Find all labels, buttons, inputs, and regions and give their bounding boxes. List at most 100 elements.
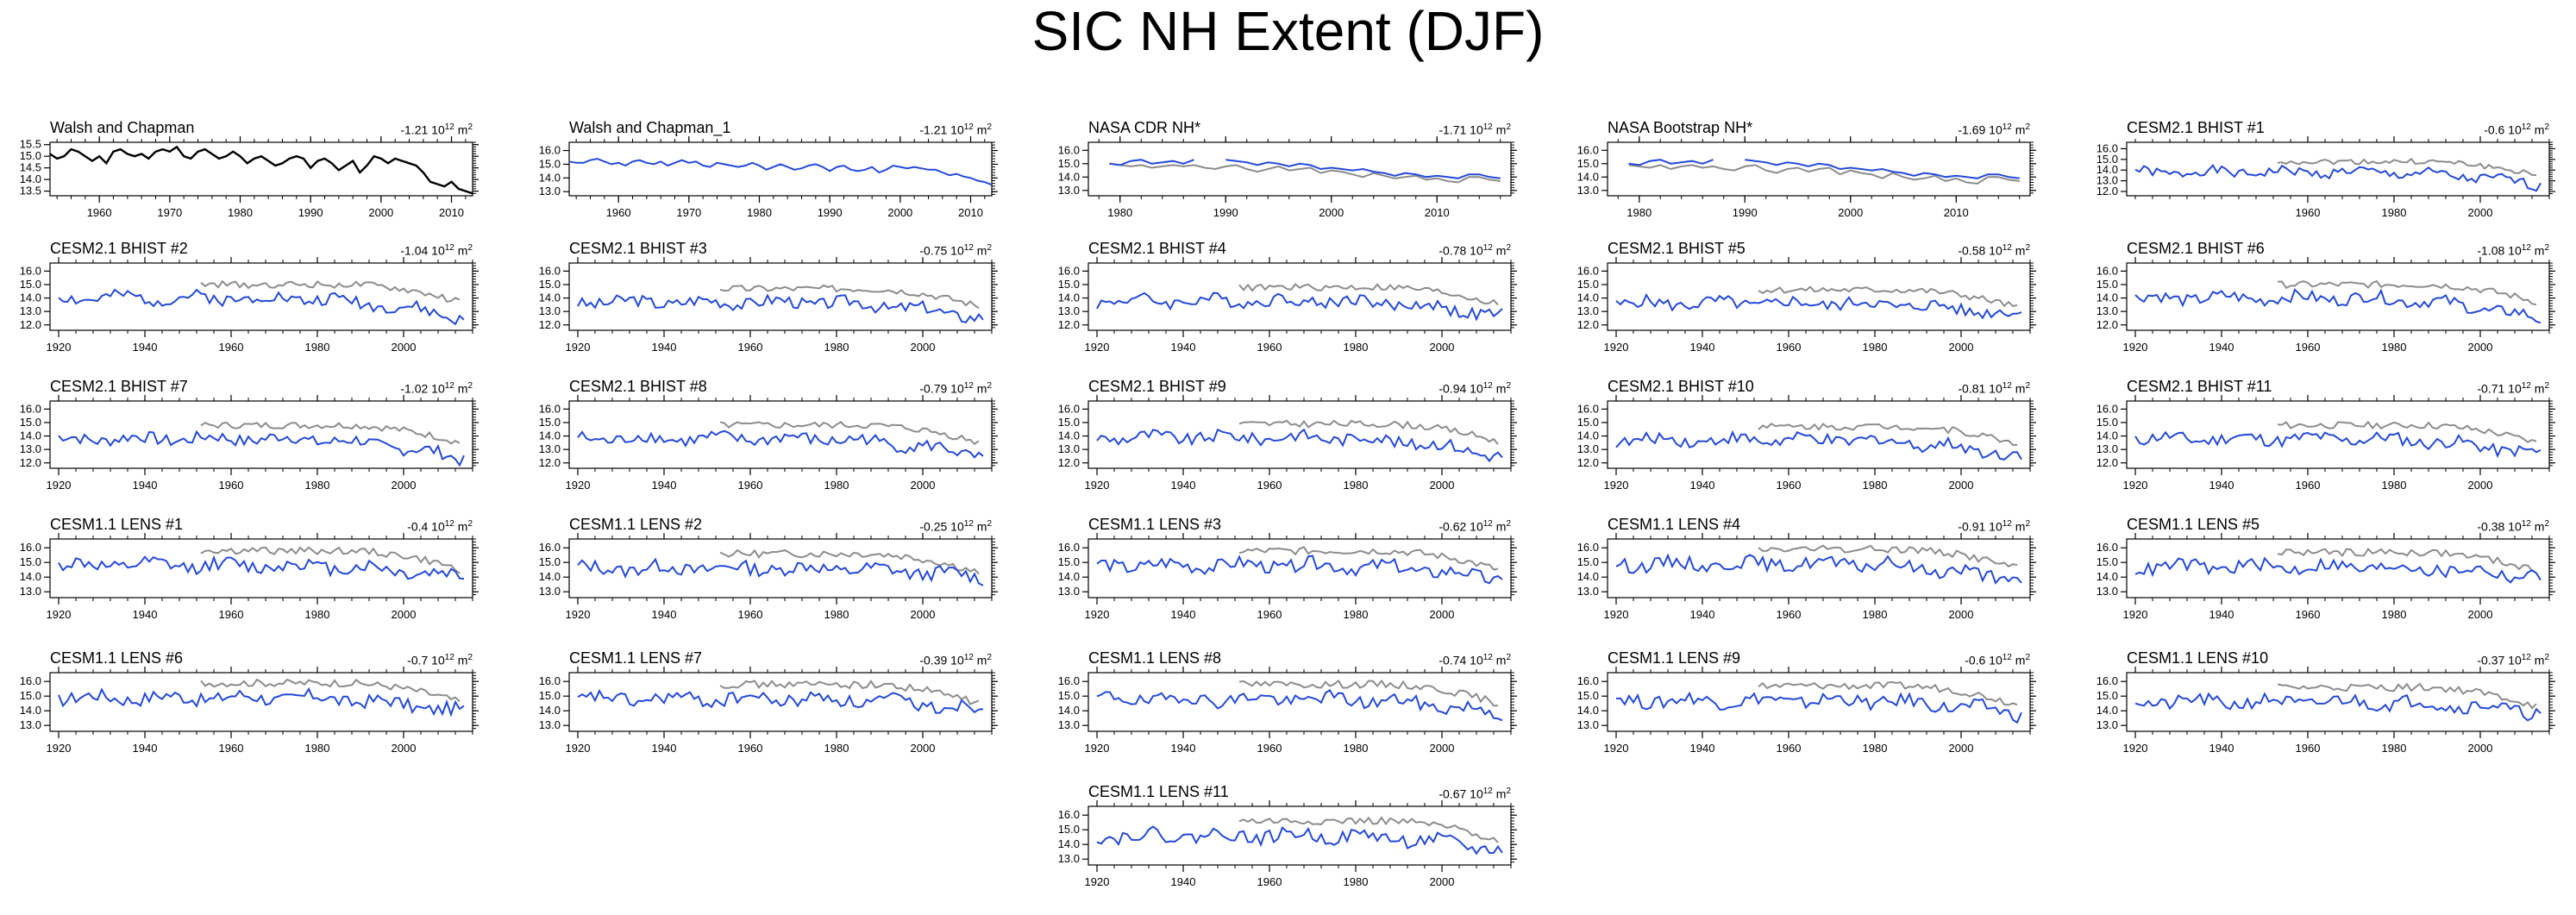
x-tick-label: 1960: [606, 206, 631, 219]
trend-area-unit: m: [2534, 653, 2545, 667]
panel-title: NASA Bootstrap NH*: [1608, 119, 1753, 136]
x-tick-label: 1960: [2296, 341, 2321, 354]
series-line-ref: [1758, 544, 2018, 568]
trend-area-unit: m: [976, 381, 987, 396]
x-tick-label: 1980: [2382, 479, 2407, 492]
trend-unit: 10: [431, 243, 445, 258]
x-tick-label: 1980: [2382, 341, 2407, 354]
x-tick-label: 1960: [1257, 341, 1282, 354]
x-tick-label: 1960: [219, 479, 244, 492]
x-tick-label: 1980: [1863, 341, 1888, 354]
panel-plot: 1920 1940 1960 1980 2000 13.0 14.0 15.016.0: [539, 533, 998, 621]
y-tick-label: 14.0: [20, 172, 41, 185]
y-tick-label: 15.0: [2097, 416, 2118, 429]
y-tick-label: 14.0: [1058, 291, 1080, 304]
x-tick-label: 2010: [958, 206, 983, 219]
y-tick-label: 13.5: [20, 185, 41, 197]
trend-area-exponent: 2: [987, 519, 992, 529]
trend-exponent: 12: [1482, 787, 1493, 796]
trend-exponent: 12: [2521, 122, 2531, 132]
panel-trend: -0.91 1012 m2: [1958, 520, 2030, 533]
trend-exponent: 12: [1482, 519, 1493, 529]
trend-exponent: 12: [963, 519, 974, 529]
x-tick-label: 2000: [392, 341, 417, 354]
series-line-ref: [200, 421, 461, 445]
panel-title: CESM2.1 BHIST #4: [1088, 240, 1226, 257]
panel-trend: -0.67 1012 m2: [1438, 787, 1511, 800]
trend-area-unit: m: [1495, 519, 1507, 534]
x-tick-label: 2000: [911, 341, 936, 354]
trend-exponent: 12: [2521, 653, 2531, 662]
trend-value: -0.4: [407, 519, 429, 534]
trend-value: -0.38: [2477, 519, 2505, 534]
x-tick-label: 1980: [2382, 742, 2407, 755]
x-tick-label: 2000: [1430, 341, 1455, 354]
y-tick-label: 15.0: [20, 278, 41, 291]
x-tick-label: 1920: [1085, 742, 1110, 755]
trend-area-exponent: 2: [1506, 243, 1511, 253]
y-tick-label: 16.0: [20, 402, 41, 415]
x-tick-label: 1960: [1777, 608, 1802, 621]
series-line-model: [577, 293, 984, 323]
y-tick-label: 14.0: [1058, 837, 1080, 850]
x-tick-label: 2000: [1949, 608, 1974, 621]
trend-area-exponent: 2: [2544, 122, 2549, 132]
plot-frame: [49, 141, 473, 197]
y-tick-label: 15.0: [1058, 416, 1080, 429]
chart-panel: CESM2.1 BHIST #4 -0.78 1012 m2 1920 1940 196…: [1058, 239, 1517, 358]
y-tick-label: 13.0: [20, 304, 41, 317]
x-tick-label: 1920: [47, 742, 72, 755]
y-tick-label: 15.0: [1577, 157, 1599, 170]
x-tick-label: 1960: [1257, 479, 1282, 492]
series-line-model: [1109, 159, 1501, 179]
panel-trend: -0.6 1012 m2: [2484, 123, 2549, 136]
chart-panel: CESM2.1 BHIST #8 -0.79 1012 m2 1920 1940 196…: [539, 377, 998, 496]
plot-frame: [568, 262, 993, 331]
trend-unit: 10: [2508, 653, 2522, 667]
y-tick-label: 13.0: [2097, 442, 2118, 455]
trend-value: -0.79: [919, 381, 948, 396]
x-tick-label: 2000: [911, 742, 936, 755]
trend-value: -0.6: [2484, 122, 2505, 137]
chart-panel: CESM2.1 BHIST #5 -0.58 1012 m2 1920 1940 196…: [1577, 239, 2036, 358]
y-tick-label: 14.0: [1058, 429, 1080, 442]
trend-unit: 10: [950, 519, 964, 534]
x-tick-label: 1970: [676, 206, 701, 219]
trend-unit: 10: [1470, 653, 1483, 667]
x-tick-label: 1920: [2123, 479, 2148, 492]
panel-title: CESM1.1 LENS #3: [1088, 516, 1222, 533]
y-tick-label: 15.0: [2097, 153, 2118, 166]
series-line-ref: [719, 548, 980, 575]
series-line-model: [1096, 689, 1503, 722]
panel-trend: -0.58 1012 m2: [1958, 244, 2030, 257]
trend-value: -1.69: [1958, 122, 1986, 137]
y-tick-label: 13.0: [1577, 442, 1599, 455]
x-tick-label: 1920: [47, 479, 72, 492]
trend-exponent: 12: [2521, 381, 2531, 391]
panel-trend: -0.37 1012 m2: [2477, 654, 2549, 667]
x-tick-label: 1920: [47, 341, 72, 354]
panel-trend: -0.7 1012 m2: [407, 654, 473, 667]
trend-unit: 10: [431, 381, 445, 396]
x-tick-label: 1940: [1171, 479, 1196, 492]
panel-trend: -0.94 1012 m2: [1438, 382, 1511, 395]
y-tick-label: 15.0: [539, 157, 561, 170]
x-tick-label: 1960: [1257, 608, 1282, 621]
y-tick-label: 12.0: [2097, 318, 2118, 331]
series-line-model: [568, 158, 993, 186]
chart-panel: CESM1.1 LENS #2 -0.25 1012 m2 1920 1940 1960…: [539, 515, 998, 625]
chart-panel: CESM2.1 BHIST #9 -0.94 1012 m2 1920 1940 196…: [1058, 377, 1517, 496]
trend-area-exponent: 2: [2025, 122, 2030, 132]
chart-panel: NASA CDR NH* -1.71 1012 m2 1980 1990 2000 201…: [1058, 118, 1517, 223]
trend-unit: 10: [1470, 787, 1483, 801]
trend-unit: 10: [431, 653, 445, 667]
x-tick-label: 1940: [1171, 742, 1196, 755]
x-tick-label: 1960: [738, 479, 763, 492]
y-tick-label: 14.0: [1577, 570, 1599, 583]
x-tick-label: 1940: [652, 341, 677, 354]
y-tick-label: 14.0: [539, 429, 561, 442]
trend-unit: 10: [1989, 122, 2003, 137]
x-tick-label: 1940: [1171, 608, 1196, 621]
x-tick-label: 1980: [1344, 875, 1369, 888]
panel-trend: -0.62 1012 m2: [1438, 520, 1511, 533]
